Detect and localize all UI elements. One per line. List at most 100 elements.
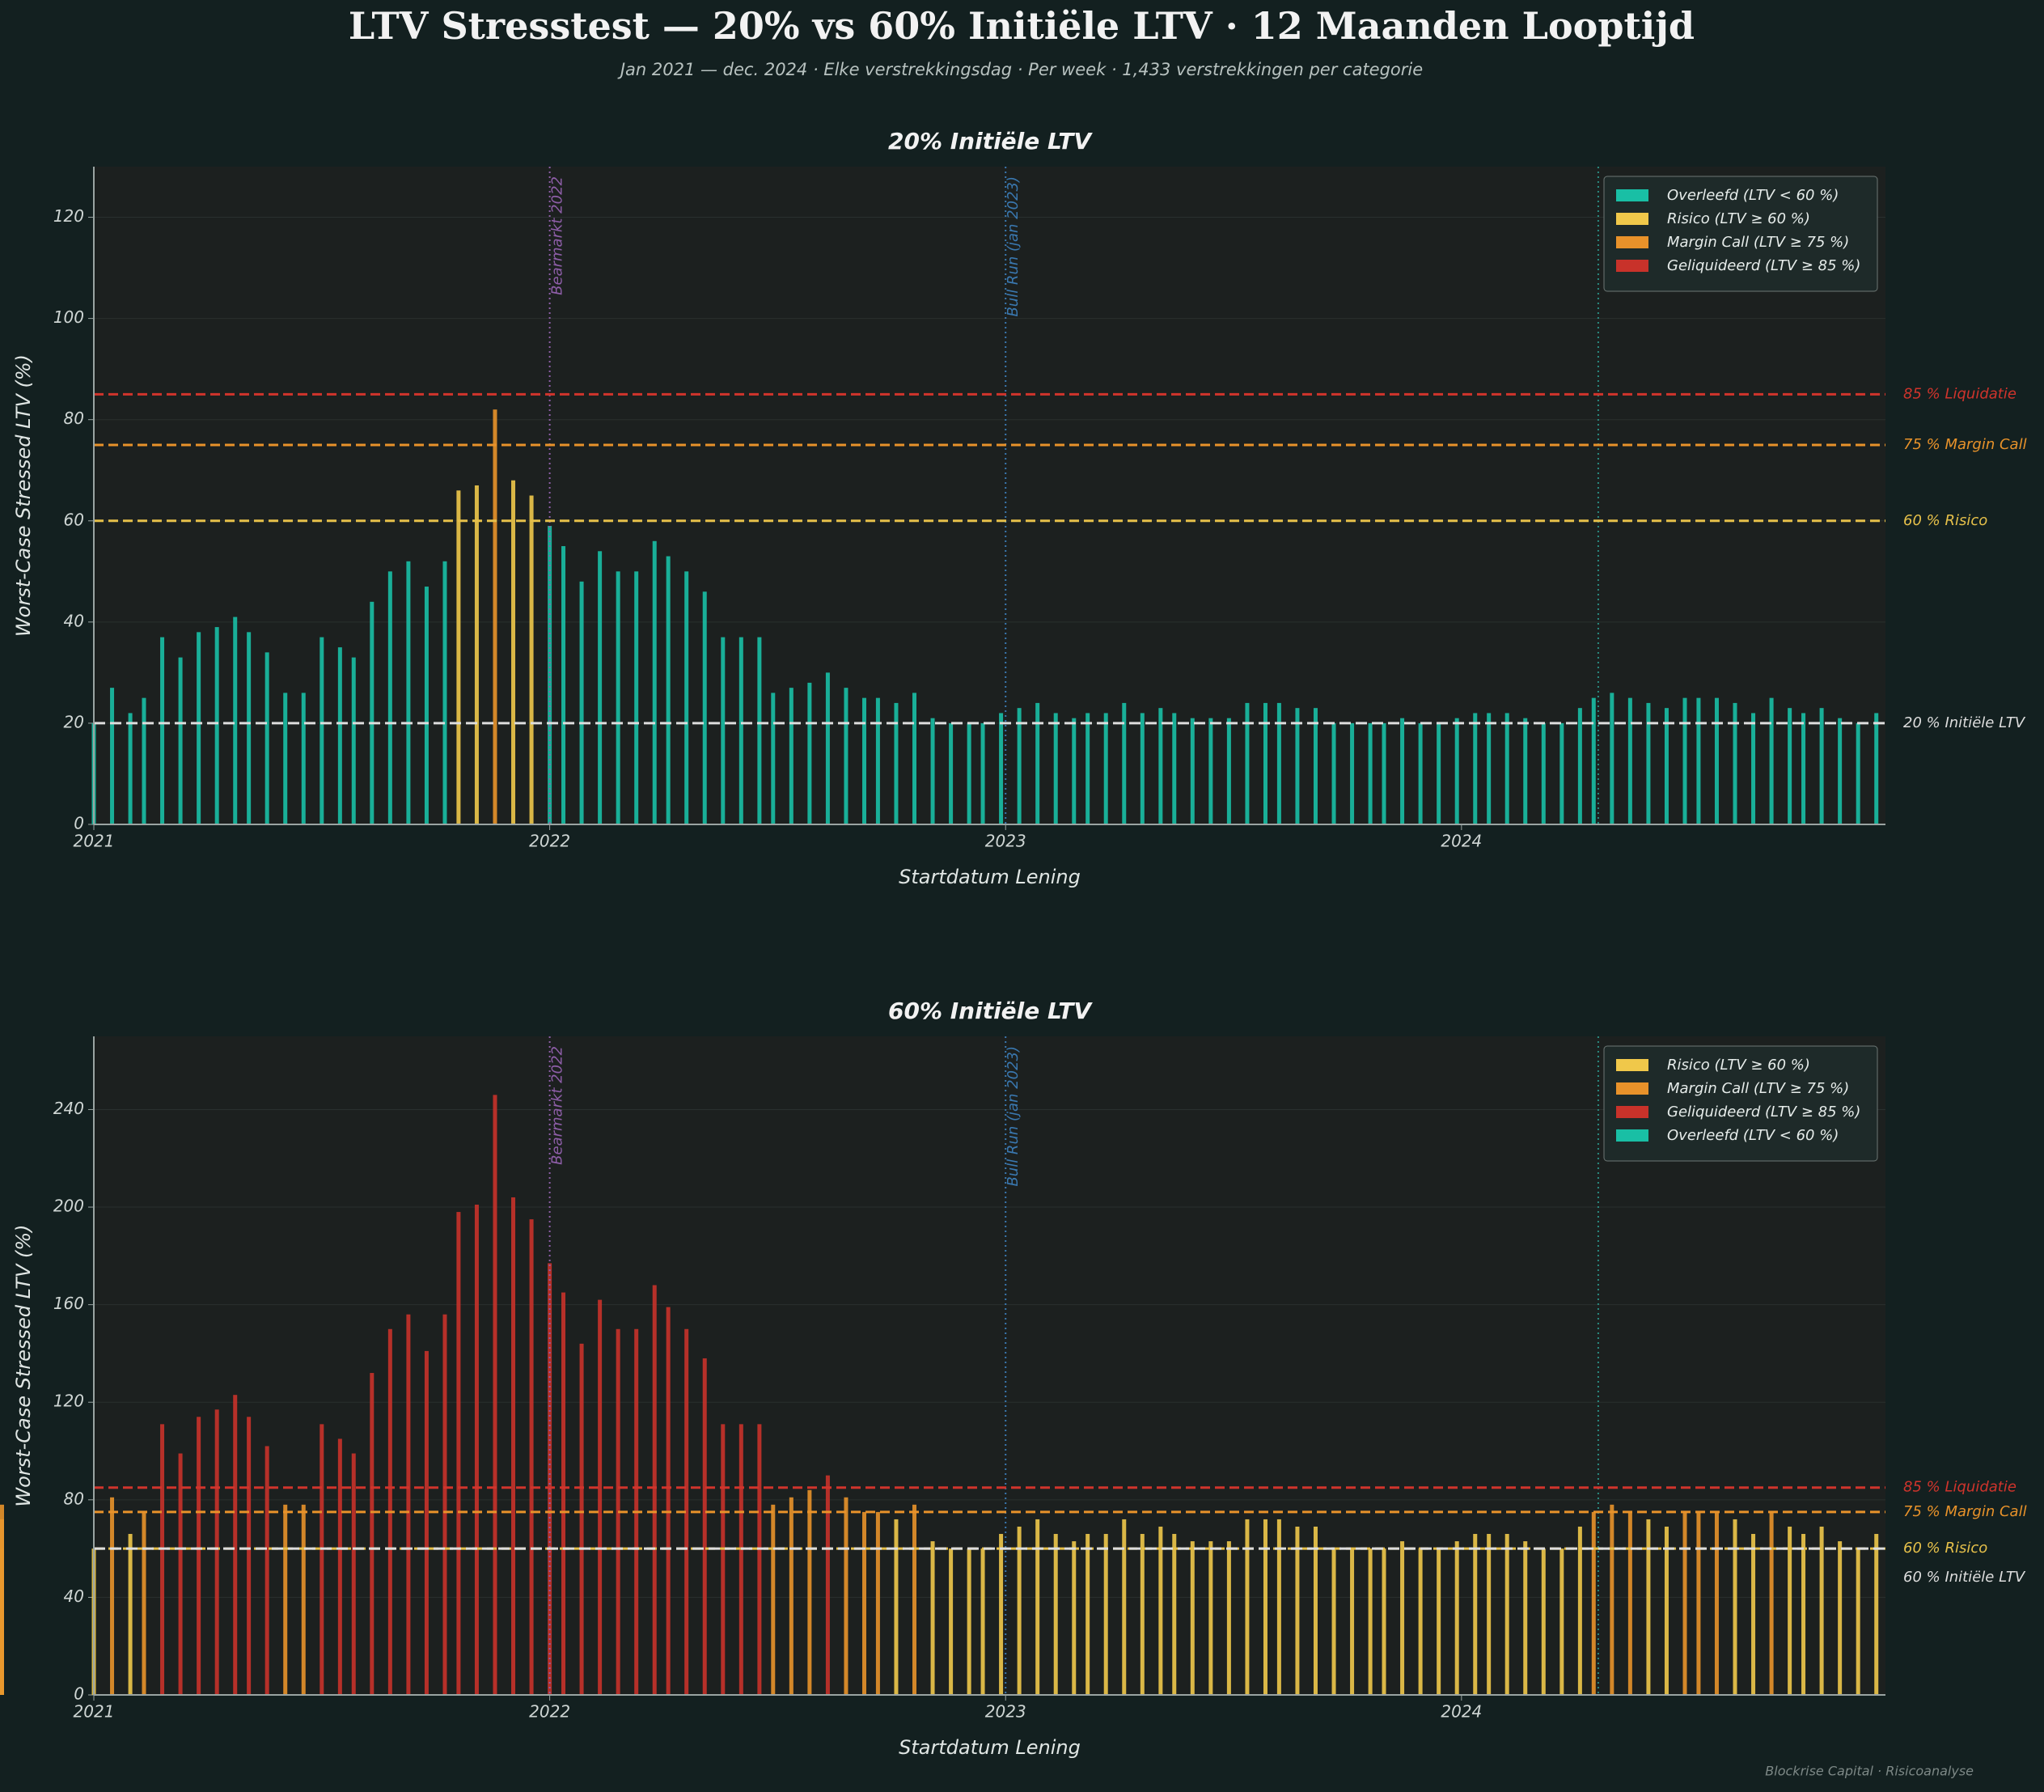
bar bbox=[1208, 1541, 1213, 1695]
bar bbox=[1682, 697, 1687, 824]
x-tick-label: 2024 bbox=[1441, 832, 1482, 851]
bar bbox=[548, 526, 552, 824]
x-axis-label: Startdatum Lening bbox=[899, 866, 1081, 888]
bar bbox=[1788, 1526, 1792, 1695]
bar bbox=[387, 571, 392, 824]
bar bbox=[1400, 1541, 1405, 1695]
legend-swatch bbox=[1616, 1106, 1648, 1118]
bar bbox=[1276, 1519, 1281, 1695]
bar bbox=[1751, 713, 1756, 824]
bar bbox=[1103, 1534, 1108, 1695]
bar bbox=[1819, 1526, 1824, 1695]
bar bbox=[1714, 1511, 1719, 1695]
bar bbox=[142, 1511, 146, 1695]
y-tick-label: 40 bbox=[64, 1587, 84, 1606]
bar bbox=[493, 409, 497, 825]
bar bbox=[1856, 1548, 1860, 1695]
threshold-label: 60 % Risico bbox=[1903, 1540, 1987, 1557]
legend-swatch bbox=[1616, 213, 1648, 225]
legend-swatch bbox=[1616, 236, 1648, 248]
bar bbox=[1190, 1541, 1195, 1695]
bar bbox=[351, 1453, 356, 1695]
y-tick-label: 200 bbox=[53, 1197, 84, 1216]
bar bbox=[424, 1350, 429, 1695]
bar bbox=[1559, 1548, 1564, 1695]
bar bbox=[1208, 718, 1213, 824]
bar bbox=[598, 1299, 603, 1695]
bar bbox=[579, 581, 584, 824]
y-tick-label: 240 bbox=[53, 1099, 84, 1118]
y-tick-label: 20 bbox=[64, 712, 84, 731]
bar bbox=[1172, 1534, 1177, 1695]
threshold-label: 85 % Liquidatie bbox=[1903, 1479, 2016, 1496]
bar bbox=[1487, 1534, 1492, 1695]
bar bbox=[1245, 702, 1250, 824]
y-tick-label: 120 bbox=[53, 206, 84, 226]
bar bbox=[320, 637, 324, 824]
bar bbox=[1053, 713, 1058, 824]
bar bbox=[1646, 702, 1651, 824]
bar bbox=[1696, 1511, 1701, 1695]
bar bbox=[967, 1548, 971, 1695]
bar bbox=[1313, 708, 1318, 824]
bar bbox=[1382, 722, 1386, 824]
bar bbox=[1664, 1526, 1669, 1695]
bar bbox=[1751, 1534, 1756, 1695]
bar bbox=[1017, 708, 1022, 824]
bar bbox=[1072, 718, 1077, 824]
bar bbox=[807, 1489, 812, 1695]
bar bbox=[1769, 1511, 1774, 1695]
y-tick-label: 160 bbox=[53, 1294, 84, 1313]
bar bbox=[1504, 1534, 1509, 1695]
y-tick-label: 0 bbox=[74, 814, 84, 833]
bar bbox=[1769, 697, 1774, 824]
bar bbox=[1577, 1526, 1582, 1695]
bar bbox=[634, 571, 639, 824]
bar bbox=[178, 1453, 183, 1695]
bar bbox=[1263, 702, 1267, 824]
bar bbox=[652, 1285, 657, 1695]
bar bbox=[862, 1511, 867, 1695]
bar bbox=[844, 688, 848, 824]
bar bbox=[1053, 1534, 1058, 1695]
event-label: Bearmarkt 2022 bbox=[549, 176, 566, 295]
bar bbox=[1473, 713, 1478, 824]
footer: Blockrise Capital · Risicoanalyse bbox=[1765, 1764, 1974, 1779]
bar bbox=[862, 697, 867, 824]
bar bbox=[666, 556, 671, 824]
subtitle: Jan 2021 — dec. 2024 · Elke verstrekking… bbox=[617, 60, 1423, 79]
bar bbox=[1368, 722, 1373, 824]
bar bbox=[529, 1219, 534, 1695]
bar bbox=[1263, 1519, 1267, 1695]
bar bbox=[757, 1424, 762, 1695]
bar bbox=[1874, 1534, 1879, 1695]
plot-area bbox=[94, 167, 1885, 824]
legend-label: Overleefd (LTV < 60 %) bbox=[1667, 187, 1839, 204]
legend-label: Geliquideerd (LTV ≥ 85 %) bbox=[1667, 1104, 1860, 1121]
bar bbox=[283, 1504, 288, 1695]
bar bbox=[128, 1534, 133, 1695]
bar bbox=[1140, 713, 1145, 824]
x-tick-label: 2021 bbox=[74, 832, 115, 851]
bar bbox=[370, 1373, 375, 1695]
event-label: Bull Run (jan 2023) bbox=[1005, 1046, 1022, 1187]
bar bbox=[579, 1343, 584, 1695]
x-tick-label: 2024 bbox=[1441, 1702, 1482, 1722]
bar bbox=[337, 647, 342, 824]
legend-swatch bbox=[1616, 1129, 1648, 1142]
bar bbox=[1504, 713, 1509, 824]
threshold-label: 60 % Risico bbox=[1903, 512, 1987, 529]
bar bbox=[1454, 718, 1459, 824]
bar bbox=[1140, 1534, 1145, 1695]
bar bbox=[561, 1292, 566, 1695]
bar bbox=[771, 693, 776, 824]
bar bbox=[1838, 718, 1843, 824]
bar bbox=[1437, 1548, 1441, 1695]
bar bbox=[894, 702, 899, 824]
bar bbox=[1646, 1519, 1651, 1695]
chart-title: 60% Initiële LTV bbox=[888, 998, 1093, 1024]
bar bbox=[197, 1417, 201, 1695]
bar bbox=[1103, 713, 1108, 824]
x-tick-label: 2023 bbox=[985, 1702, 1026, 1722]
threshold-label: 75 % Margin Call bbox=[1903, 436, 2027, 453]
